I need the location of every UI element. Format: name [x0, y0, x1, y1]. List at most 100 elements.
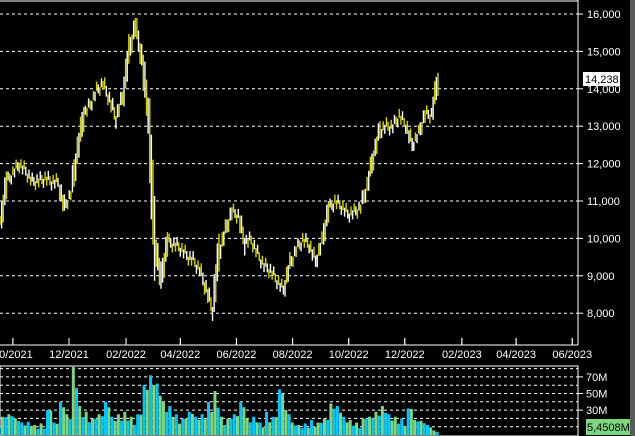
volume-bar: [181, 418, 185, 435]
price-grid: [0, 13, 578, 314]
volume-bar: [210, 411, 214, 435]
volume-bar: [264, 411, 268, 435]
volume-bar: [91, 418, 95, 435]
volume-bar: [380, 405, 384, 435]
volume-bar: [384, 412, 388, 435]
volume-bar: [174, 414, 178, 435]
right-scrollbar[interactable]: [630, 0, 635, 436]
volume-bar: [332, 408, 336, 435]
time-tick-label: 04/2022: [160, 349, 200, 361]
volume-bar: [171, 416, 175, 435]
volume-bar: [213, 391, 217, 435]
volume-bar: [139, 414, 143, 435]
volume-bar: [33, 425, 37, 435]
volume-bar: [290, 422, 294, 435]
time-tick-label: 12/2021: [49, 349, 89, 361]
volume-bar: [293, 425, 297, 435]
last-price-box: [583, 72, 620, 86]
volume-bar: [300, 428, 304, 435]
time-axis: 10/2021 12/2021 02/2022 04/2022 06/2022 08/20…: [0, 338, 592, 361]
volume-bar: [335, 405, 339, 435]
volume-bar: [68, 419, 72, 435]
volume-bar: [62, 407, 66, 435]
volume-bar: [0, 416, 4, 435]
volume-bar: [364, 418, 368, 435]
volume-bar: [306, 427, 310, 435]
volume-bar: [329, 403, 333, 435]
last-volume-marker: 5,4508M: [586, 419, 630, 435]
volume-bar: [419, 420, 423, 435]
time-tick-label: 10/2021: [0, 349, 33, 361]
volume-bar: [303, 423, 307, 435]
volume-bar: [435, 431, 439, 435]
price-tick-label: 14,000: [587, 84, 621, 96]
volume-tick-label: 30M: [586, 405, 607, 417]
price-tick-label: 9,000: [587, 271, 615, 283]
volume-bar: [0, 426, 1, 435]
volume-bar: [136, 414, 140, 435]
volume-bar: [406, 408, 410, 435]
volume-bar: [194, 416, 198, 435]
time-tick-label: 02/2022: [106, 349, 146, 361]
volume-bar: [155, 383, 159, 435]
volume-bar: [393, 416, 397, 435]
volume-bar: [248, 422, 252, 435]
volume-bar: [39, 423, 43, 435]
volume-bar: [165, 411, 169, 435]
volume-bar: [123, 411, 127, 435]
volume-bar: [371, 418, 375, 435]
volume-bar: [422, 423, 426, 435]
volume-bar: [100, 416, 104, 435]
volume-bar: [219, 416, 223, 435]
volume-bar: [103, 401, 107, 435]
price-tick-label: 16,000: [587, 9, 621, 21]
volume-bar: [110, 416, 114, 435]
volume-bar: [313, 426, 317, 435]
time-tick-label: 06/2022: [217, 349, 257, 361]
volume-bar: [432, 430, 436, 435]
volume-bar: [84, 411, 88, 435]
volume-bar: [161, 401, 165, 435]
volume-bar: [184, 418, 188, 435]
volume-bar: [4, 417, 8, 435]
volume-bar: [252, 416, 256, 435]
volume-bar: [116, 414, 120, 435]
volume-bar: [17, 421, 21, 435]
volume-bar: [425, 425, 429, 435]
volume-bar: [152, 385, 156, 435]
volume-bar: [42, 428, 46, 435]
volume-bar: [49, 410, 53, 435]
volume-bar: [94, 418, 98, 435]
volume-tick-label: 70M: [586, 372, 607, 384]
volume-bar: [7, 414, 11, 435]
price-tick-label: 11,000: [587, 196, 620, 208]
volume-bar: [178, 423, 182, 435]
volume-bar: [87, 422, 91, 435]
volume-bar: [46, 410, 50, 435]
volume-bar: [409, 409, 413, 435]
volume-bar: [74, 387, 78, 435]
volume-bar: [271, 416, 275, 435]
volume-bar: [10, 416, 14, 435]
volume-bar: [261, 427, 265, 435]
volume-bar: [396, 423, 400, 435]
time-tick-label: 12/2022: [385, 349, 425, 361]
volume-bar: [216, 407, 220, 435]
volume-bar: [355, 422, 359, 435]
volume-bar: [200, 414, 204, 435]
volume-bar: [120, 420, 124, 435]
last-volume-label: 5,4508M: [587, 422, 630, 434]
volume-bar: [345, 422, 349, 435]
last-price-marker: 14,238: [583, 72, 620, 86]
volume-bar: [13, 418, 17, 435]
volume-frame: [0, 365, 579, 436]
price-tick-label: 10,000: [587, 233, 621, 245]
volume-bar: [81, 416, 85, 435]
volume-bar: [339, 412, 343, 435]
volume-bar: [129, 416, 133, 435]
volume-bar: [274, 417, 278, 435]
volume-bar: [284, 410, 288, 435]
volume-bar: [348, 420, 352, 435]
volume-bar: [126, 420, 130, 435]
